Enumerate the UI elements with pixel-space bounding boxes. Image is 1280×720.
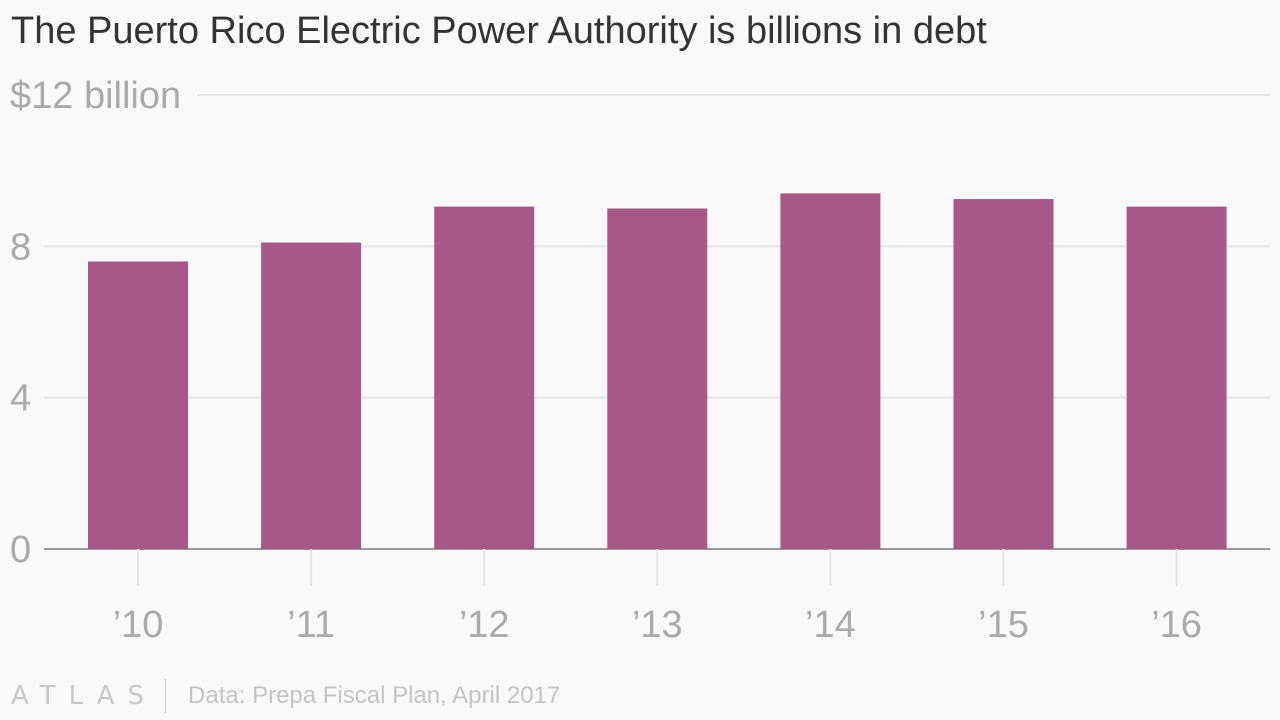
bar (261, 242, 362, 550)
footer: ATLAS Data: Prepa Fiscal Plan, April 201… (11, 678, 560, 714)
x-tick-label: ’13 (632, 604, 683, 646)
x-tick-label: ’16 (1151, 604, 1202, 646)
x-tick-labels: ’10 ’11 ’12 ’13 ’14 ’15 ’16 (113, 604, 1202, 646)
atlas-logo: ATLAS (11, 681, 158, 711)
y-tick-label: $12 billion (10, 75, 181, 117)
bar (953, 199, 1054, 549)
x-tick-label: ’10 (113, 604, 164, 646)
bar (607, 208, 708, 549)
y-tick-label: 8 (10, 226, 31, 268)
x-tick-label: ’12 (459, 604, 510, 646)
y-tick-labels: 0 4 8 $12 billion (10, 75, 181, 571)
chart-title: The Puerto Rico Electric Power Authority… (11, 10, 987, 52)
y-tick-label: 4 (10, 378, 31, 420)
bar (780, 193, 881, 549)
x-ticks (137, 549, 1178, 586)
source-note: Data: Prepa Fiscal Plan, April 2017 (188, 682, 561, 709)
bar (1126, 206, 1227, 549)
bar (88, 261, 188, 549)
x-tick-label: ’14 (805, 604, 856, 646)
footer-divider (165, 679, 167, 713)
x-tick-label: ’15 (978, 604, 1029, 646)
bars (88, 193, 1227, 550)
bar (434, 206, 535, 549)
y-tick-label: 0 (10, 529, 31, 571)
x-tick-label: ’11 (287, 604, 335, 646)
